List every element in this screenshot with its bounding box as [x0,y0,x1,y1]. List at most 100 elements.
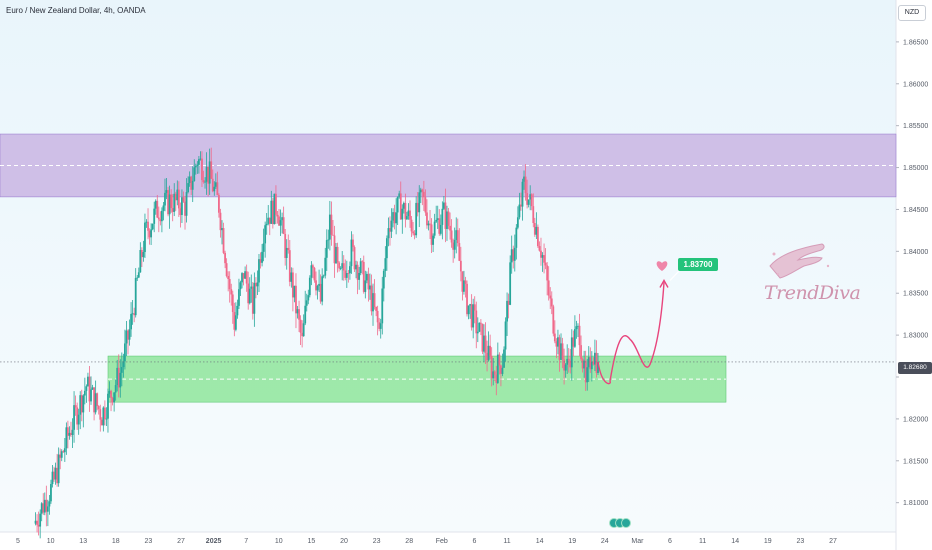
candle [543,243,545,274]
candle [570,329,573,381]
candle [424,189,427,216]
candle [83,377,86,405]
candle [446,205,448,241]
candle [218,193,220,218]
candle [586,359,589,391]
candle [495,365,498,396]
candle [492,357,495,386]
candle [39,509,42,539]
candle [190,175,193,196]
x-tick-label: 10 [275,538,283,545]
candle [53,466,55,482]
candle [48,494,51,515]
candle [564,363,567,378]
candle [193,159,196,182]
candle [170,189,173,213]
candle [321,268,324,306]
x-tick-label: 14 [536,538,544,545]
candle [231,290,234,324]
candle [242,273,245,286]
candle [447,208,450,230]
candle [365,271,368,284]
candle [228,271,231,303]
candle [573,315,576,348]
candle [261,243,263,267]
candle [426,199,428,229]
candle [156,194,159,219]
candle [327,229,330,249]
trenddiva-hand-logo [769,243,830,279]
candle [318,269,320,293]
candle [139,242,142,273]
candle [567,348,570,373]
candle [50,479,52,504]
candle [590,351,593,382]
candle [501,353,504,377]
candle [595,340,598,378]
candle [67,420,69,449]
candle [376,305,379,336]
candle [127,329,129,355]
candle [415,196,418,238]
candle [114,379,117,401]
candle [42,493,45,515]
x-tick-label: 27 [829,538,837,545]
candle [387,217,390,247]
candle [450,219,453,248]
candle [301,320,304,348]
candle [151,223,154,231]
candle [288,240,291,287]
candle [62,449,65,453]
candle [520,192,522,211]
candle [250,274,253,303]
x-tick-label: 24 [601,538,609,545]
candle [393,204,396,230]
candle [302,314,305,337]
candle [181,189,183,223]
candle [524,164,527,201]
candle [427,220,430,231]
candle [580,335,582,361]
candle [328,200,331,251]
candle [164,178,166,212]
candle [547,266,550,301]
candle [384,246,387,278]
candle [287,234,290,254]
y-tick-label: 1.82000 [903,416,928,423]
candle [379,318,382,339]
candle [370,274,373,316]
candle [464,276,467,298]
x-tick-label: 6 [472,538,476,545]
candle [270,190,273,224]
candle [583,350,586,378]
candle [560,333,562,360]
x-tick-label: 6 [668,538,672,545]
candle [265,212,268,235]
candle [456,218,459,247]
candle [211,169,214,193]
candle [216,171,219,196]
candle [36,514,38,533]
candle [532,193,535,228]
candle [248,277,251,305]
candle [344,259,347,281]
candle [544,248,547,270]
candle [401,204,404,234]
candle [88,366,91,412]
candle [409,200,411,228]
currency-button[interactable]: NZD [898,5,926,21]
candle [350,231,353,274]
y-tick-label: 1.86000 [903,81,928,88]
candle [108,381,111,398]
candle [312,263,314,279]
candle [244,266,247,280]
candle [572,330,575,357]
tradingview-icons[interactable] [609,517,631,529]
candle [483,324,485,363]
candle [130,302,132,337]
candle [396,196,399,225]
candle [171,194,174,222]
candle [124,329,126,370]
candle [207,166,210,197]
